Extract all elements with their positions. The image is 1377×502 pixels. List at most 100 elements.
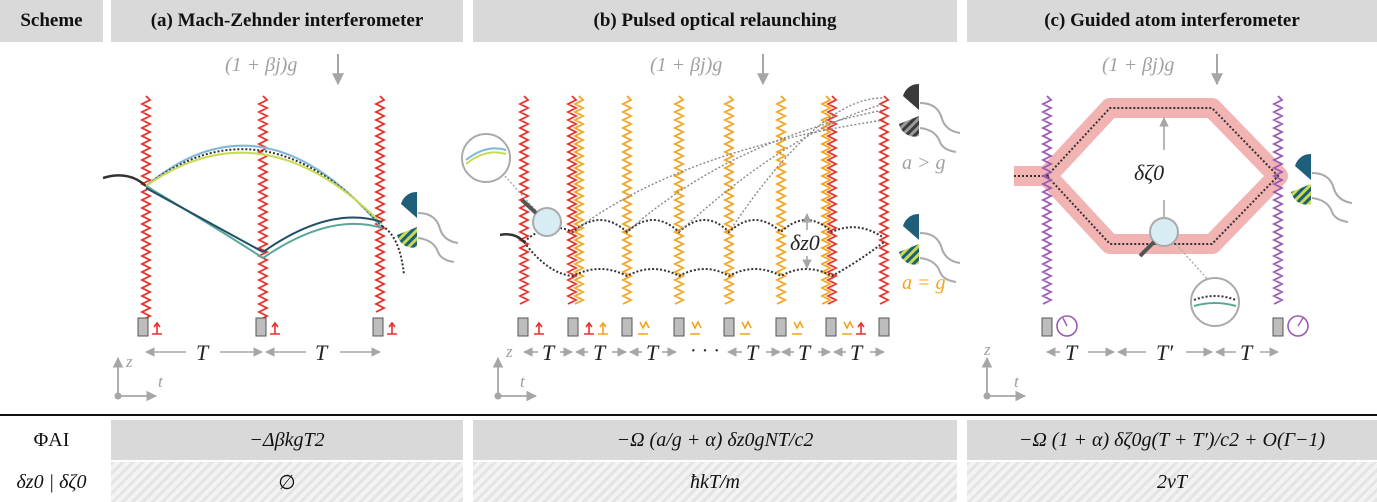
laser-source <box>517 317 529 337</box>
detector <box>899 83 961 153</box>
laser-pulse <box>256 95 270 321</box>
phase-cell-c: −Ω (1 + α) δζ0g(T + T′)/c2 + O(Γ−1) <box>967 420 1377 460</box>
kick-marker <box>856 321 866 335</box>
kick-marker <box>270 321 280 335</box>
detector <box>1291 153 1353 223</box>
axis-label-t: t <box>158 372 163 391</box>
header-panel-a: (a) Mach-Zehnder interferometer <box>111 0 463 42</box>
axis-label-z: z <box>506 342 513 361</box>
axis-label-t: t <box>520 372 525 391</box>
laser-source <box>621 317 633 337</box>
separation-cell-c: 2vT <box>967 462 1377 502</box>
gravity-label: (1 + βj)g <box>1102 54 1175 76</box>
gravity-label: (1 + βj)g <box>225 54 298 76</box>
clock-icon <box>1287 315 1309 337</box>
upper-arm-inner <box>145 151 383 225</box>
gravity-label: (1 + βj)g <box>650 54 723 76</box>
axis-label-z: z <box>984 340 991 359</box>
waveguide <box>1014 98 1288 254</box>
header-panel-b: (b) Pulsed optical relaunching <box>473 0 957 42</box>
zoom-magnifier <box>1138 217 1240 327</box>
phase-cell-a: −ΔβkgT2 <box>111 420 463 460</box>
axis-label-t: t <box>1014 372 1019 391</box>
period-label-t: T <box>798 340 811 365</box>
launched-trajectory <box>728 97 885 233</box>
kick-marker <box>740 320 752 335</box>
kick-marker <box>387 321 397 335</box>
header-scheme: Scheme <box>0 0 103 42</box>
period-label-t: T <box>315 340 328 365</box>
kick-marker <box>792 320 804 335</box>
phase-cell-b: −Ω (a/g + α) δz0gNT/c2 <box>473 420 957 460</box>
laser-pulse <box>825 95 839 305</box>
delta-zeta0-label: δζ0 <box>1134 160 1165 186</box>
panel-b-diagram <box>461 54 961 402</box>
separation-cell-a: ∅ <box>111 462 463 502</box>
separation-row-label: δz0 | δζ0 <box>16 470 87 493</box>
period-label-t: T <box>746 340 759 365</box>
period-dots: · · · <box>690 340 720 362</box>
laser-source <box>567 317 579 337</box>
separation-cell-b: ħkT/m <box>473 462 957 502</box>
period-label-t: T <box>646 340 659 365</box>
laser-source <box>878 317 890 337</box>
period-label-t: T <box>542 340 555 365</box>
kick-marker <box>690 320 702 335</box>
laser-pulse <box>774 95 788 305</box>
kick-marker <box>842 320 854 335</box>
laser-source <box>775 317 787 337</box>
incoming-atom-path <box>499 233 525 243</box>
phase-row-label: ΦAI <box>33 428 70 451</box>
zoom-magnifier <box>461 133 562 237</box>
kick-marker <box>534 321 544 335</box>
panel-c-diagram <box>981 54 1353 402</box>
laser-source <box>723 317 735 337</box>
a-equal-g-label: a = g <box>902 272 946 294</box>
axes-arrows <box>981 356 1027 402</box>
table-top-rule <box>0 414 1377 416</box>
kick-marker <box>584 321 594 335</box>
laser-pulse <box>373 95 387 313</box>
laser-pulse <box>722 95 736 305</box>
header-panel-c: (c) Guided atom interferometer <box>967 0 1377 42</box>
launched-trajectory <box>572 119 885 233</box>
laser-pulse <box>672 95 686 305</box>
a-greater-g-label: a > g <box>902 152 946 174</box>
launched-trajectory <box>678 103 885 233</box>
laser-pulse <box>1271 95 1285 305</box>
axis-label-z: z <box>126 352 133 371</box>
laser-pulse <box>819 95 833 305</box>
laser-source <box>372 317 384 337</box>
laser-source <box>137 317 149 337</box>
detector <box>899 213 961 283</box>
incoming-atom-path <box>102 174 147 187</box>
laser-pulse <box>517 95 531 305</box>
laser-source <box>255 317 267 337</box>
axes-arrows <box>112 356 158 402</box>
period-label-tprime: T′ <box>1156 340 1174 365</box>
laser-source <box>673 317 685 337</box>
laser-source <box>1272 317 1284 337</box>
axes-arrows <box>492 356 538 402</box>
lower-arm-a <box>145 185 264 259</box>
kick-marker <box>638 320 650 335</box>
lower-arm-b <box>262 222 383 259</box>
laser-pulse <box>139 95 153 321</box>
delta-z0-label: δz0 <box>790 230 820 256</box>
period-label-t: T <box>1065 340 1078 365</box>
kick-marker <box>152 321 162 335</box>
laser-pulse <box>1040 95 1054 305</box>
launched-trajectory <box>626 109 885 233</box>
period-label-t: T <box>850 340 863 365</box>
output-path <box>381 225 405 276</box>
period-label-t: T <box>593 340 606 365</box>
detector <box>397 191 459 263</box>
period-label-t: T <box>196 340 209 365</box>
upper-arm-center <box>145 148 383 227</box>
laser-pulse <box>565 95 579 305</box>
laser-pulse <box>877 95 891 305</box>
lower-arm-b2 <box>262 216 383 253</box>
laser-pulse <box>620 95 634 305</box>
period-label-t: T <box>1240 340 1253 365</box>
laser-source <box>1041 317 1053 337</box>
